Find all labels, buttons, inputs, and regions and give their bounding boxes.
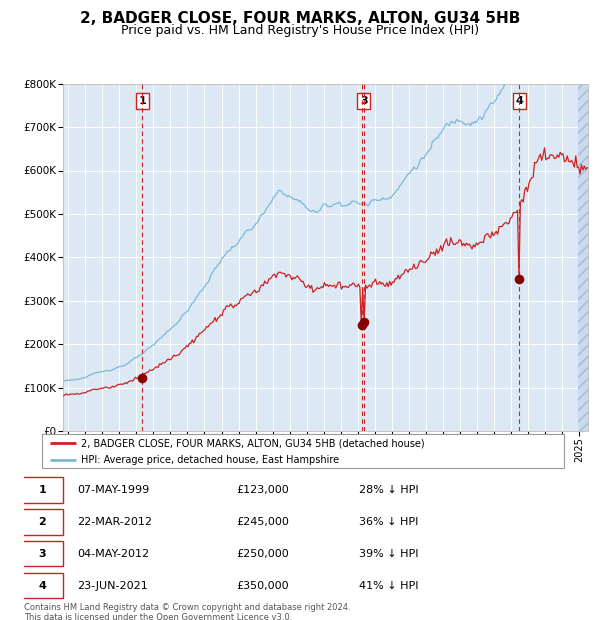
Text: 1: 1 (139, 96, 146, 106)
Text: 39% ↓ HPI: 39% ↓ HPI (359, 549, 418, 559)
Text: 36% ↓ HPI: 36% ↓ HPI (359, 517, 418, 527)
Text: 04-MAY-2012: 04-MAY-2012 (77, 549, 149, 559)
FancyBboxPatch shape (42, 434, 564, 468)
FancyBboxPatch shape (21, 509, 63, 534)
FancyBboxPatch shape (21, 541, 63, 567)
Text: 22-MAR-2012: 22-MAR-2012 (77, 517, 152, 527)
Text: 28% ↓ HPI: 28% ↓ HPI (359, 485, 418, 495)
Text: 41% ↓ HPI: 41% ↓ HPI (359, 580, 418, 590)
Text: 2: 2 (38, 517, 46, 527)
Text: 23-JUN-2021: 23-JUN-2021 (77, 580, 148, 590)
Point (357, 320, 367, 330)
Text: Price paid vs. HM Land Registry's House Price Index (HPI): Price paid vs. HM Land Registry's House … (121, 24, 479, 37)
Point (137, 373, 147, 383)
Text: 4: 4 (38, 580, 46, 590)
Text: 07-MAY-1999: 07-MAY-1999 (77, 485, 149, 495)
Text: 1: 1 (38, 485, 46, 495)
Text: Contains HM Land Registry data © Crown copyright and database right 2024.
This d: Contains HM Land Registry data © Crown c… (24, 603, 350, 620)
Text: £350,000: £350,000 (236, 580, 289, 590)
Bar (578, 84, 588, 431)
FancyBboxPatch shape (21, 573, 63, 598)
Text: £245,000: £245,000 (236, 517, 289, 527)
Text: 3: 3 (38, 549, 46, 559)
Point (515, 274, 524, 284)
Text: 2, BADGER CLOSE, FOUR MARKS, ALTON, GU34 5HB (detached house): 2, BADGER CLOSE, FOUR MARKS, ALTON, GU34… (81, 438, 425, 448)
Point (359, 317, 368, 327)
Text: 3: 3 (360, 96, 367, 106)
FancyBboxPatch shape (21, 477, 63, 503)
Text: 4: 4 (515, 96, 523, 106)
Text: £123,000: £123,000 (236, 485, 289, 495)
Text: HPI: Average price, detached house, East Hampshire: HPI: Average price, detached house, East… (81, 454, 339, 464)
Text: 2, BADGER CLOSE, FOUR MARKS, ALTON, GU34 5HB: 2, BADGER CLOSE, FOUR MARKS, ALTON, GU34… (80, 11, 520, 26)
Text: £250,000: £250,000 (236, 549, 289, 559)
